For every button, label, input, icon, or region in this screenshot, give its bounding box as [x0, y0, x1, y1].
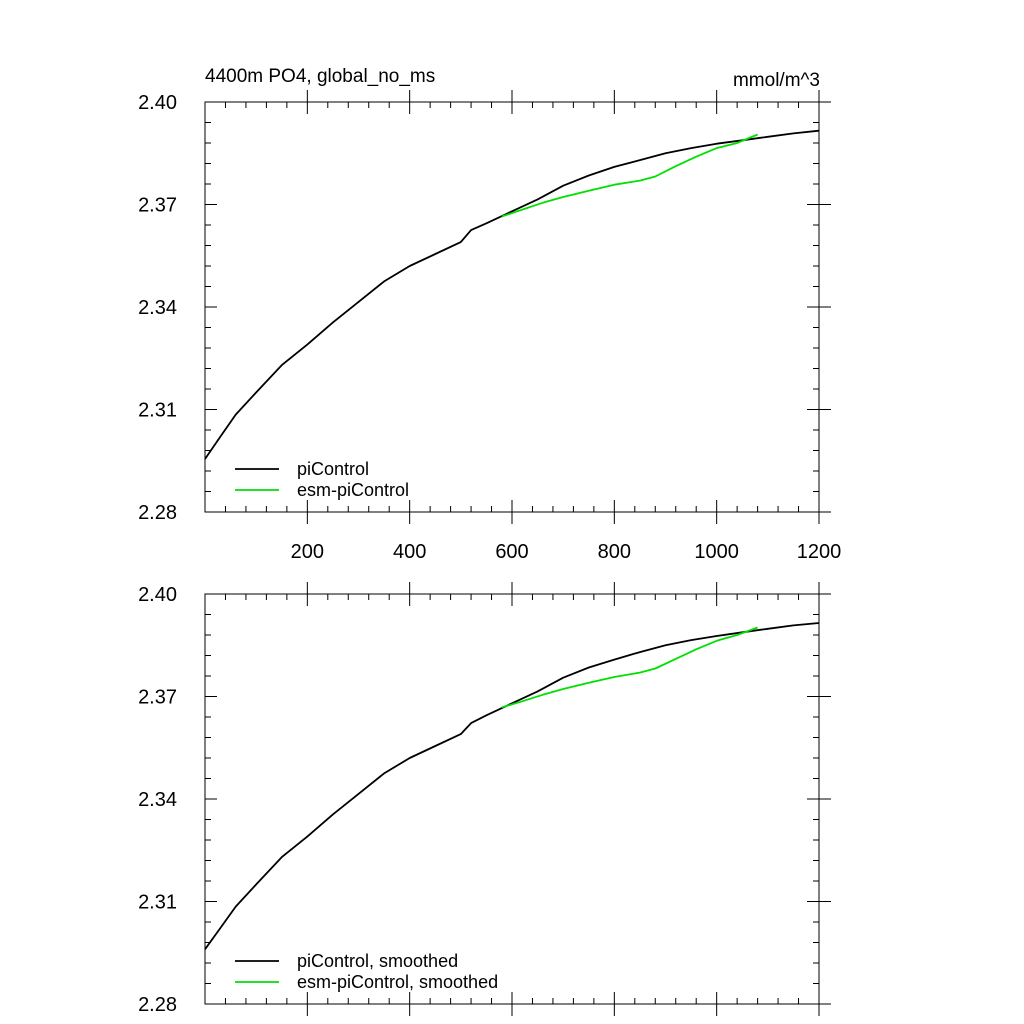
x-tick-label: 1000 [694, 541, 739, 563]
legend-label: piControl [297, 459, 369, 479]
legend-label: esm-piControl, smoothed [297, 972, 498, 992]
y-tick-label: 2.37 [138, 195, 177, 217]
y-tick-label: 2.31 [138, 892, 177, 914]
y-tick-label: 2.28 [138, 502, 177, 524]
y-tick-label: 2.31 [138, 400, 177, 422]
legend-label: piControl, smoothed [297, 951, 458, 971]
x-tick-label: 600 [495, 541, 528, 563]
x-tick-label: 1200 [797, 541, 842, 563]
y-tick-label: 2.34 [138, 297, 177, 319]
units-label: mmol/m^3 [733, 70, 820, 91]
legend-label: esm-piControl [297, 480, 409, 500]
plot-frame [204, 593, 820, 1005]
chart-title: 4400m PO4, global_no_ms [205, 66, 435, 87]
y-tick-label: 2.37 [138, 687, 177, 709]
y-tick-label: 2.34 [138, 789, 177, 811]
x-tick-label: 400 [393, 541, 426, 563]
bottom-panel: 2.28 2.31 2.34 2.37 2.40 piControl, smoothede… [138, 582, 831, 1016]
series-line-1 [501, 133, 758, 218]
series-line-1 [501, 626, 758, 709]
x-tick-label: 800 [598, 541, 631, 563]
x-tick-label: 200 [291, 541, 324, 563]
series-line-0 [204, 622, 820, 950]
plot-frame [204, 101, 820, 513]
y-tick-label: 2.40 [138, 584, 177, 606]
y-tick-label: 2.28 [138, 994, 177, 1016]
series-line-0 [204, 129, 820, 460]
top-panel: 200 400 600 800 1000 1200 2.28 2.31 2.34 2.37 2.40… [138, 90, 841, 563]
y-tick-label: 2.40 [138, 92, 177, 114]
